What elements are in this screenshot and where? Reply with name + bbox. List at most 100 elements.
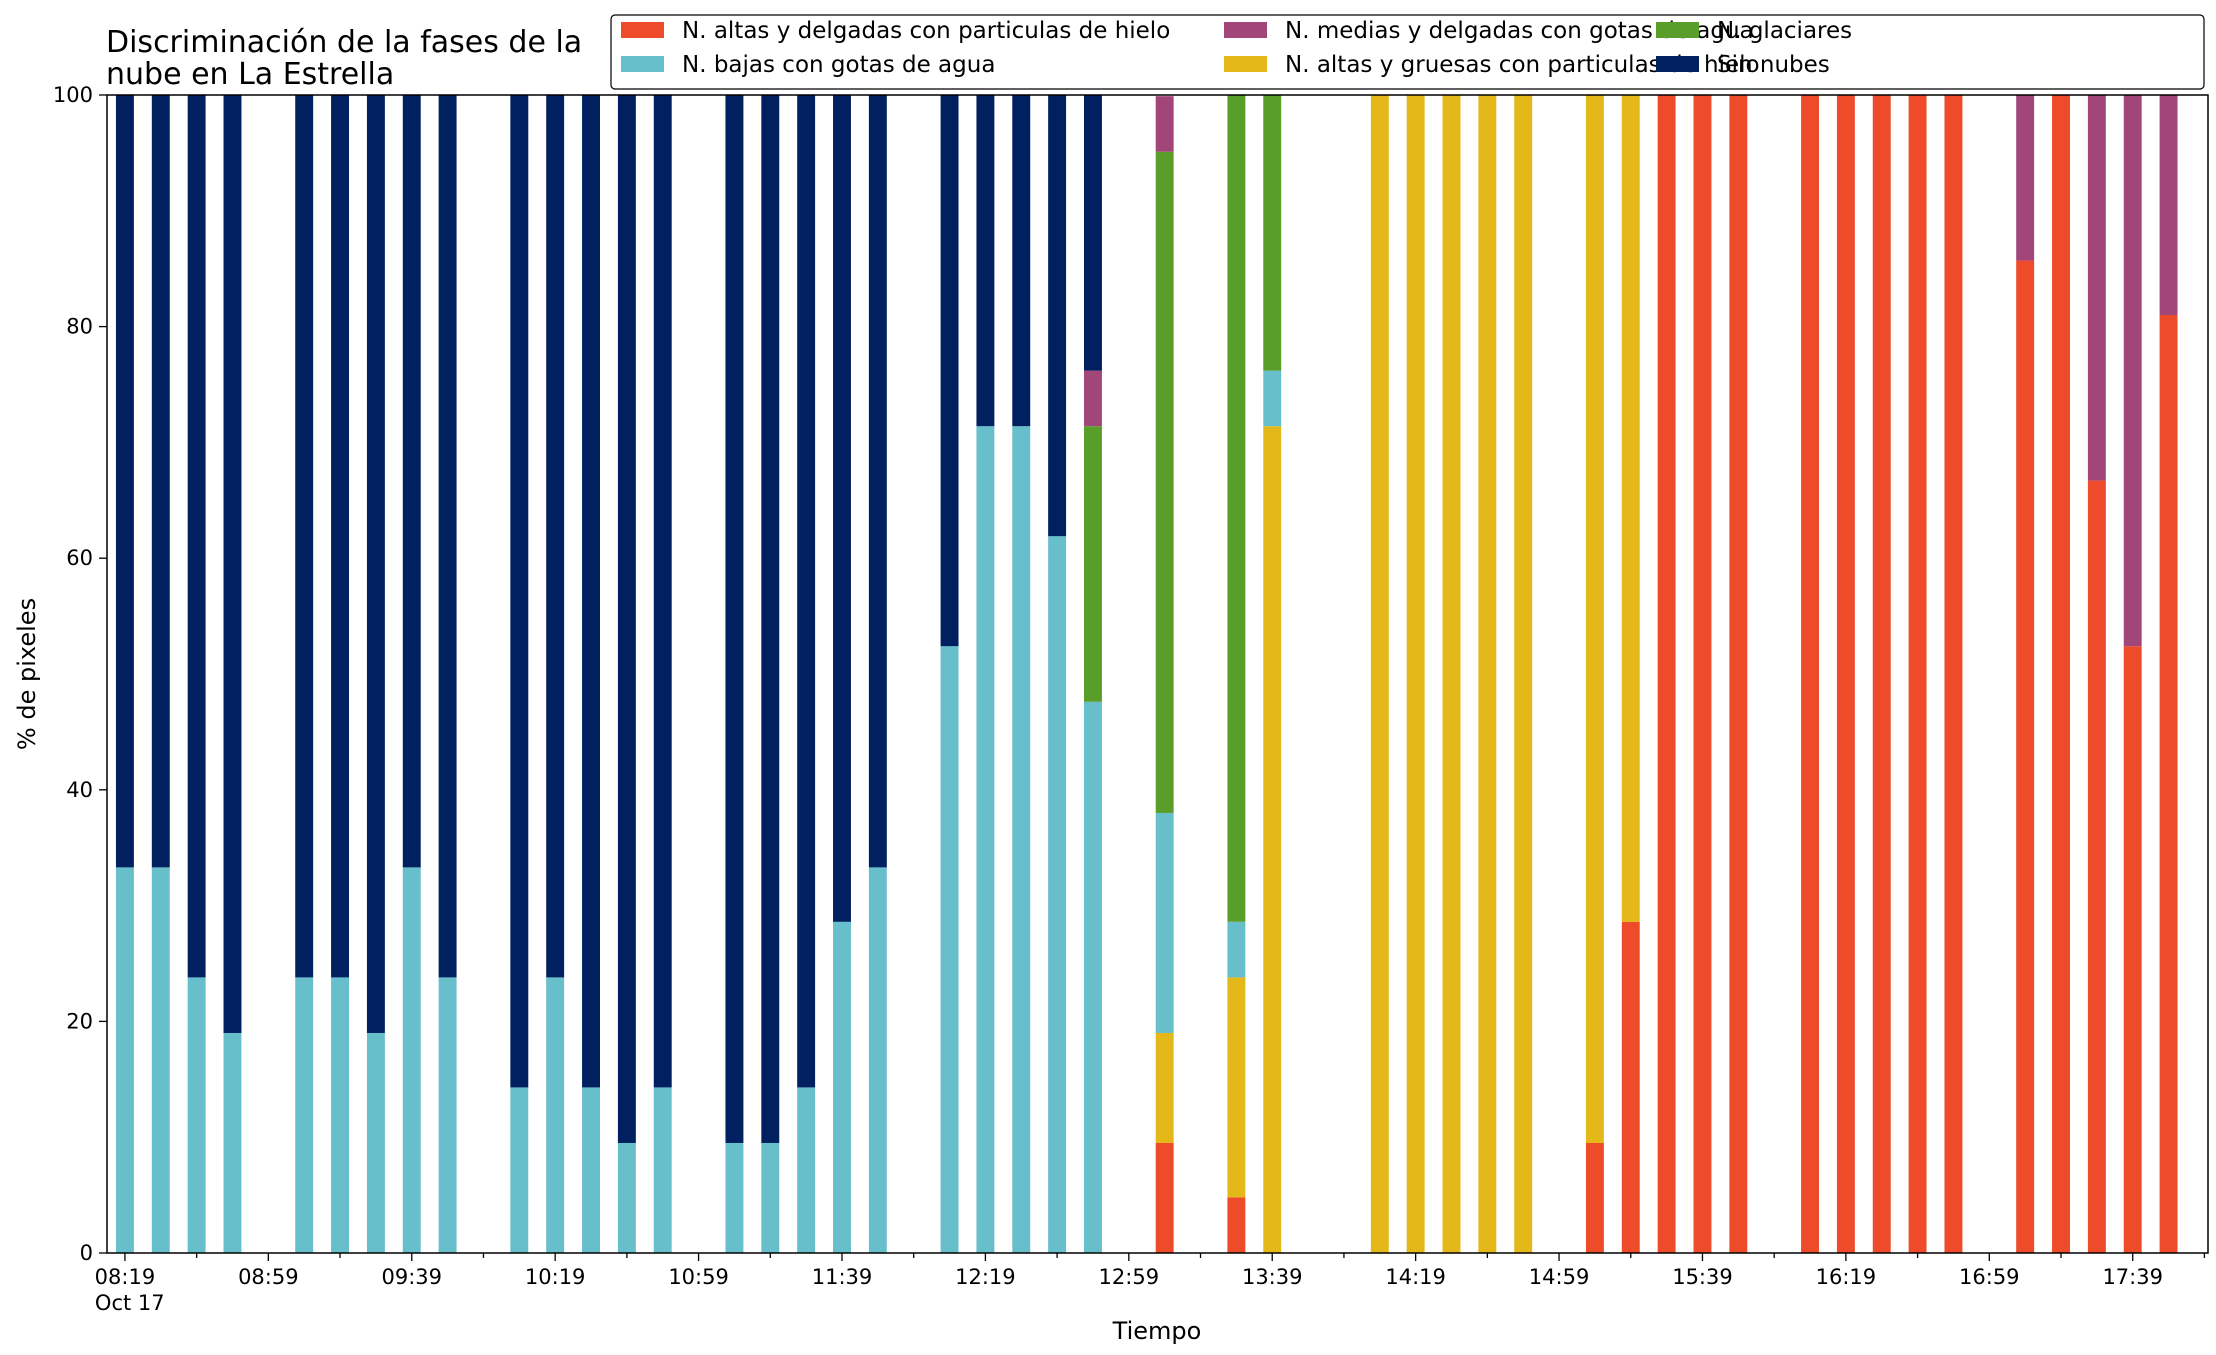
bar-segment bbox=[725, 95, 744, 1143]
bar-segment bbox=[1084, 370, 1102, 427]
x-tick-label: 10:59 bbox=[668, 1265, 729, 1289]
bar-segment bbox=[331, 95, 350, 978]
y-tick-label: 0 bbox=[80, 1241, 93, 1265]
bar-segment bbox=[1155, 1032, 1174, 1143]
bar-segment bbox=[1585, 95, 1604, 1143]
bar-segment bbox=[653, 95, 672, 1088]
x-axis-label: Tiempo bbox=[1112, 1317, 1202, 1345]
y-axis-ticks: 0 20 40 60 80 100 bbox=[53, 83, 107, 1265]
bar-segment bbox=[1621, 921, 1640, 1253]
bar-segment bbox=[402, 867, 421, 1253]
bar-segment bbox=[2123, 95, 2142, 647]
y-tick-label: 100 bbox=[53, 83, 93, 107]
bar-segment bbox=[2159, 95, 2178, 316]
bar-segment bbox=[1048, 536, 1067, 1253]
x-tick-label: 11:39 bbox=[812, 1265, 873, 1289]
bar-segment bbox=[1084, 426, 1102, 702]
chart-title-line-2: nube en La Estrella bbox=[106, 57, 394, 92]
x-tick-label: 09:39 bbox=[381, 1265, 442, 1289]
legend-swatch bbox=[621, 56, 664, 72]
bar-segment bbox=[2052, 95, 2070, 1253]
bar-segment bbox=[1227, 921, 1246, 978]
legend-label: N. glaciares bbox=[1717, 18, 1852, 44]
bar-segment bbox=[223, 95, 242, 1033]
legend-swatch bbox=[1224, 56, 1267, 72]
bar-segment bbox=[2123, 646, 2142, 1253]
bar-segment bbox=[295, 977, 314, 1253]
x-tick-date-label: Oct 17 bbox=[95, 1291, 165, 1315]
bar-segment bbox=[366, 95, 385, 1033]
bar-segment bbox=[2087, 95, 2106, 481]
bar-segment bbox=[1657, 95, 1676, 1253]
y-tick-label: 60 bbox=[66, 546, 93, 570]
x-tick-label: 16:19 bbox=[1816, 1265, 1877, 1289]
bar-segment bbox=[1155, 1142, 1174, 1253]
bar-segment bbox=[2087, 480, 2106, 1253]
bar-segment bbox=[546, 95, 565, 978]
bar-segment bbox=[1048, 95, 1067, 537]
legend-label: Sin nubes bbox=[1717, 52, 1830, 78]
bar-segment bbox=[1155, 151, 1174, 813]
bar-segment bbox=[617, 1142, 636, 1253]
bar-segment bbox=[797, 1087, 816, 1253]
bar-segment bbox=[1370, 95, 1389, 1253]
y-axis-label: % de pixeles bbox=[13, 598, 41, 750]
bar-segment bbox=[940, 646, 959, 1253]
bar-segment bbox=[940, 95, 959, 647]
bar-segment bbox=[1263, 370, 1282, 427]
bar-segment bbox=[115, 95, 134, 868]
legend-swatch bbox=[1656, 56, 1699, 72]
bar-segment bbox=[1514, 95, 1533, 1253]
bar-segment bbox=[725, 1142, 744, 1253]
bar-segment bbox=[331, 977, 350, 1253]
bar-segment bbox=[1944, 95, 1963, 1253]
bar-segment bbox=[2159, 315, 2178, 1253]
bar-segment bbox=[582, 95, 600, 1088]
x-tick-label: 12:19 bbox=[955, 1265, 1016, 1289]
bar-stack-group bbox=[115, 95, 2178, 1254]
bar-segment bbox=[1155, 812, 1174, 1033]
bar-segment bbox=[617, 95, 636, 1143]
bar-segment bbox=[868, 867, 887, 1253]
x-tick-label: 16:59 bbox=[1959, 1265, 2020, 1289]
chart-legend: N. altas y delgadas con particulas de hi… bbox=[610, 14, 2205, 90]
bar-segment bbox=[1406, 95, 1425, 1253]
bar-segment bbox=[1478, 95, 1497, 1253]
bar-segment bbox=[1908, 95, 1927, 1253]
bar-segment bbox=[2016, 260, 2035, 1254]
bar-segment bbox=[366, 1032, 385, 1253]
bar-segment bbox=[151, 95, 170, 868]
bar-segment bbox=[1084, 701, 1102, 1253]
bar-segment bbox=[1084, 95, 1102, 371]
bar-segment bbox=[976, 95, 995, 427]
legend-label: N. altas y delgadas con particulas de hi… bbox=[682, 18, 1170, 44]
bar-segment bbox=[402, 95, 421, 868]
y-tick-label: 40 bbox=[66, 778, 93, 802]
bar-segment bbox=[1693, 95, 1712, 1253]
bar-segment bbox=[295, 95, 314, 978]
bar-segment bbox=[223, 1032, 242, 1253]
bar-segment bbox=[1585, 1142, 1604, 1253]
bar-segment bbox=[1263, 95, 1282, 371]
bar-segment bbox=[151, 867, 170, 1253]
bar-segment bbox=[761, 1142, 780, 1253]
bar-segment bbox=[1872, 95, 1891, 1253]
bar-segment bbox=[582, 1087, 600, 1253]
bar-segment bbox=[1012, 95, 1031, 427]
bar-segment bbox=[546, 977, 565, 1253]
x-tick-label: 10:19 bbox=[525, 1265, 586, 1289]
bar-segment bbox=[1836, 95, 1855, 1253]
bar-segment bbox=[1227, 977, 1246, 1198]
x-tick-label: 08:59 bbox=[238, 1265, 299, 1289]
x-tick-label: 17:39 bbox=[2102, 1265, 2163, 1289]
bar-segment bbox=[2016, 95, 2035, 261]
y-tick-label: 80 bbox=[66, 315, 93, 339]
bar-segment bbox=[1012, 426, 1031, 1253]
bar-segment bbox=[833, 95, 851, 922]
x-tick-label: 15:39 bbox=[1672, 1265, 1733, 1289]
bar-segment bbox=[187, 977, 206, 1253]
bar-segment bbox=[1801, 95, 1819, 1253]
legend-label: N. bajas con gotas de agua bbox=[682, 52, 995, 78]
